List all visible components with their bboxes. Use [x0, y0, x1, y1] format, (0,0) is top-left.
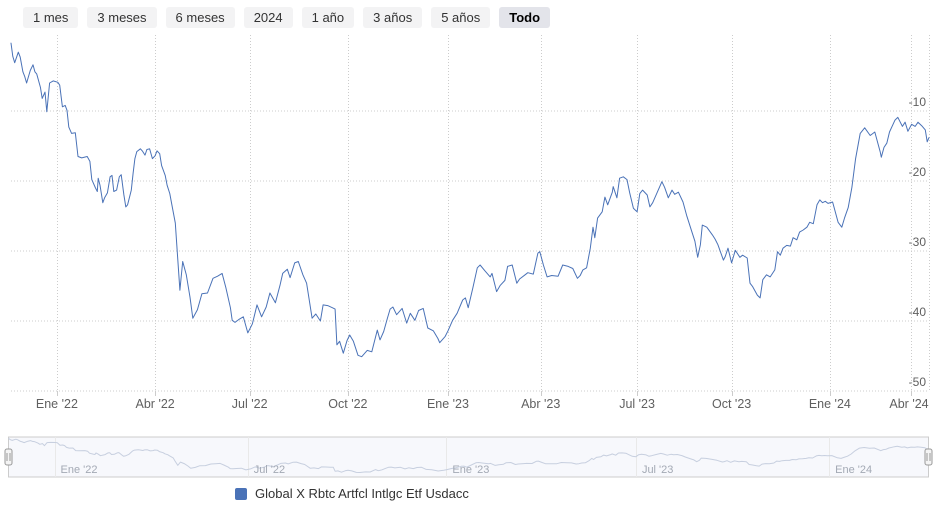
y-gridlines	[11, 110, 929, 392]
legend-series-marker-icon	[235, 487, 247, 500]
navigator-axis-label: Ene '23	[452, 464, 489, 476]
price-line-series	[10, 42, 930, 358]
range-button-1-año[interactable]: 1 año	[301, 7, 355, 28]
y-axis-label: -10	[909, 95, 927, 109]
x-axis-label: Oct '22	[328, 397, 367, 411]
y-axis-label: -50	[909, 375, 927, 389]
x-axis-label: Abr '22	[136, 397, 175, 411]
range-button-6-meses[interactable]: 6 meses	[165, 7, 235, 28]
navigator[interactable]: Ene '22 Jul '22 Ene '23 Jul '23 Ene '24	[0, 430, 937, 485]
y-axis-label: -40	[909, 305, 927, 319]
main-chart-plot-area[interactable]: -10 -20 -30 -40 -50 Ene '22 Abr '22 Jul '22 Oct …	[0, 0, 937, 420]
range-button-2024[interactable]: 2024	[243, 7, 293, 28]
navigator-axis-labels: Ene '22 Jul '22 Ene '23 Jul '23 Ene '24	[61, 464, 873, 476]
navigator-right-handle[interactable]	[924, 448, 933, 466]
navigator-gridlines	[55, 437, 830, 477]
x-gridlines	[57, 35, 930, 396]
range-button-1-mes[interactable]: 1 mes	[23, 7, 79, 28]
navigator-right-handle-body[interactable]	[924, 448, 933, 466]
navigator-axis-label: Ene '22	[61, 464, 98, 476]
range-button-5-años[interactable]: 5 años	[431, 7, 491, 28]
x-axis-labels: Ene '22 Abr '22 Jul '22 Oct '22 Ene '23 Abr '…	[36, 397, 929, 411]
legend-item[interactable]: Global X Rbtc Artfcl Intlgc Etf Usdacc	[235, 486, 469, 501]
navigator-axis-label: Jul '23	[642, 464, 673, 476]
navigator-axis-label: Jul '22	[254, 464, 285, 476]
navigator-axis-label: Ene '24	[835, 464, 872, 476]
range-button-3-años[interactable]: 3 años	[363, 7, 423, 28]
x-axis-label: Abr '24	[889, 397, 928, 411]
legend-series-label: Global X Rbtc Artfcl Intlgc Etf Usdacc	[255, 486, 469, 501]
y-axis-label: -20	[909, 165, 927, 179]
range-selector: 1 mes 3 meses 6 meses 2024 1 año 3 años 5 años…	[23, 7, 551, 28]
y-axis-labels: -10 -20 -30 -40 -50	[909, 95, 927, 389]
x-axis-label: Ene '23	[427, 397, 469, 411]
y-axis-label: -30	[909, 235, 927, 249]
navigator-left-handle[interactable]	[4, 448, 13, 466]
range-button-3-meses[interactable]: 3 meses	[87, 7, 157, 28]
navigator-left-handle-body[interactable]	[4, 448, 13, 466]
x-axis-label: Ene '22	[36, 397, 78, 411]
navigator-series-line	[8, 437, 929, 473]
range-button-todo[interactable]: Todo	[499, 7, 551, 28]
x-axis-label: Abr '23	[521, 397, 560, 411]
x-axis-label: Jul '23	[619, 397, 655, 411]
x-axis-label: Oct '23	[712, 397, 751, 411]
x-axis-label: Ene '24	[809, 397, 851, 411]
x-axis-label: Jul '22	[232, 397, 268, 411]
